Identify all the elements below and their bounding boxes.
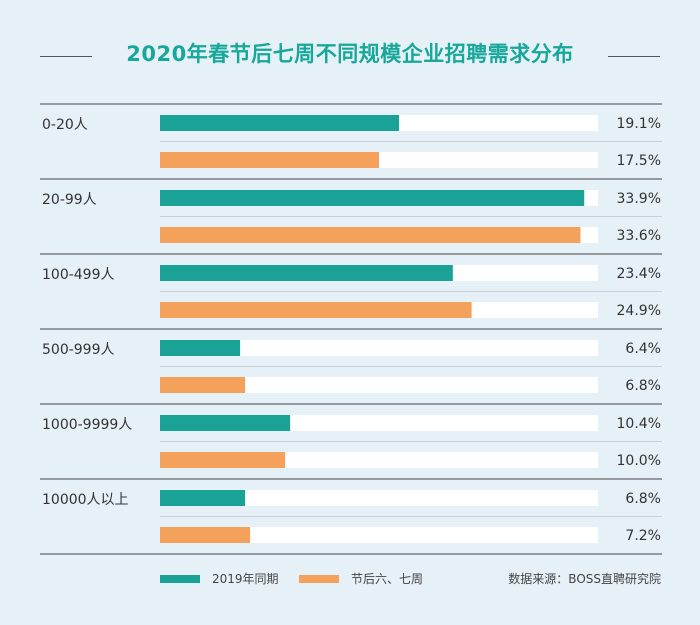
bar xyxy=(160,490,246,506)
category-label: 100-499人 xyxy=(42,267,115,283)
category-label: 1000-9999人 xyxy=(42,417,132,433)
bar xyxy=(160,527,251,543)
data-label: 6.8% xyxy=(625,491,661,507)
bar xyxy=(160,452,286,468)
legend-label: 2019年同期 xyxy=(212,572,279,586)
bar-track xyxy=(160,527,598,543)
bar-track xyxy=(160,340,598,356)
data-label: 6.4% xyxy=(625,341,661,357)
bar xyxy=(160,415,291,431)
chart-title: 2020年春节后七周不同规模企业招聘需求分布 xyxy=(126,42,574,66)
data-label: 24.9% xyxy=(617,303,661,319)
title-rule-left xyxy=(40,56,92,57)
bar-track xyxy=(160,377,598,393)
bar xyxy=(160,190,585,206)
data-label: 33.9% xyxy=(617,191,661,207)
category-label: 20-99人 xyxy=(42,192,97,208)
bar xyxy=(160,227,581,243)
legend-swatch xyxy=(299,575,339,583)
bar xyxy=(160,115,400,131)
category-label: 10000人以上 xyxy=(42,492,129,508)
bar xyxy=(160,302,472,318)
category-label: 0-20人 xyxy=(42,117,88,133)
bar xyxy=(160,377,246,393)
data-label: 10.0% xyxy=(617,453,661,469)
bar xyxy=(160,340,241,356)
bar-track xyxy=(160,490,598,506)
data-label: 33.6% xyxy=(617,228,661,244)
bar xyxy=(160,265,453,281)
title-rule-right xyxy=(608,56,660,57)
data-label: 23.4% xyxy=(617,266,661,282)
legend-swatch xyxy=(160,575,200,583)
category-label: 500-999人 xyxy=(42,342,115,358)
data-label: 10.4% xyxy=(617,416,661,432)
data-label: 7.2% xyxy=(625,528,661,544)
legend-label: 节后六、七周 xyxy=(351,572,423,586)
data-label: 19.1% xyxy=(617,116,661,132)
source-note: 数据来源：BOSS直聘研究院 xyxy=(508,571,661,586)
bar xyxy=(160,152,379,168)
data-label: 6.8% xyxy=(625,378,661,394)
data-label: 17.5% xyxy=(617,153,661,169)
